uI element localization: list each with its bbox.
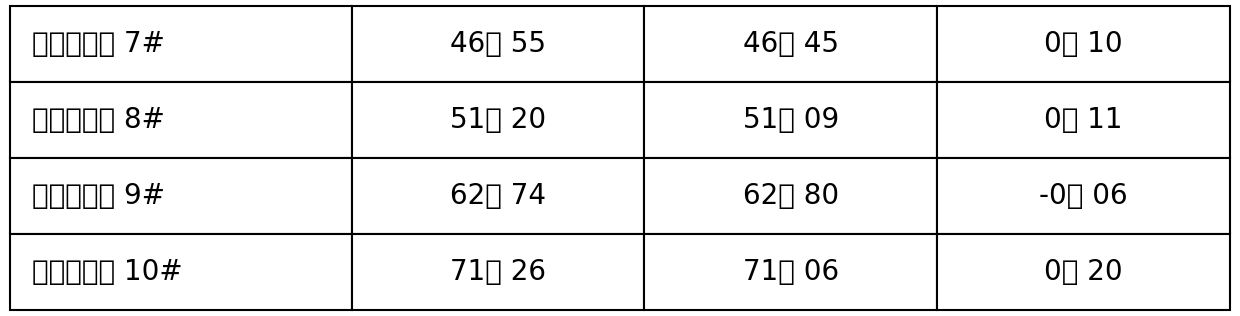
Bar [645,82,937,158]
Text: -0． 06: -0． 06 [1039,182,1128,210]
Bar [10,82,352,158]
Text: 进程样试样 7#: 进程样试样 7# [32,30,165,58]
Bar [937,158,1230,234]
Bar [352,82,645,158]
Bar [937,82,1230,158]
Text: 51． 20: 51． 20 [450,106,546,134]
Text: 进程样试样 8#: 进程样试样 8# [32,106,165,134]
Text: 进程样试样 9#: 进程样试样 9# [32,182,165,210]
Bar [352,158,645,234]
Text: 46． 45: 46． 45 [743,30,838,58]
Bar [937,234,1230,310]
Bar [10,6,352,82]
Text: 51． 09: 51． 09 [743,106,839,134]
Text: 0． 20: 0． 20 [1044,258,1123,286]
Bar [937,6,1230,82]
Bar [10,158,352,234]
Text: 71． 26: 71． 26 [450,258,546,286]
Bar [352,6,645,82]
Text: 进程样试样 10#: 进程样试样 10# [32,258,182,286]
Text: 46． 55: 46． 55 [450,30,546,58]
Text: 62． 74: 62． 74 [450,182,546,210]
Text: 62． 80: 62． 80 [743,182,839,210]
Bar [645,234,937,310]
Bar [10,234,352,310]
Bar [645,6,937,82]
Bar [645,158,937,234]
Text: 0． 10: 0． 10 [1044,30,1123,58]
Text: 0． 11: 0． 11 [1044,106,1123,134]
Bar [352,234,645,310]
Text: 71． 06: 71． 06 [743,258,839,286]
